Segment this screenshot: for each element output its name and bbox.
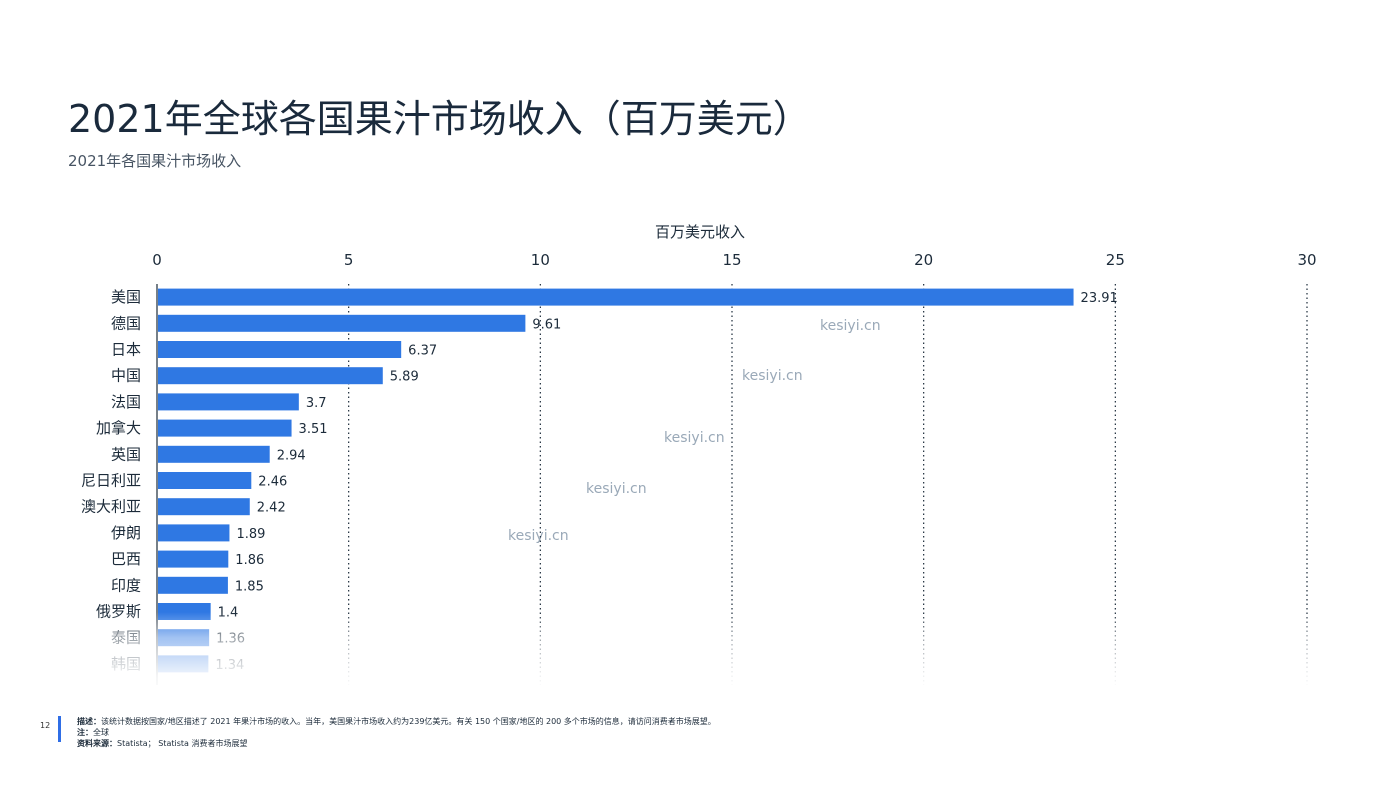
category-label: 法国 <box>111 393 141 411</box>
x-axis-title: 百万美元收入 <box>655 223 745 241</box>
value-label: 2.42 <box>257 501 286 516</box>
value-label: 1.36 <box>216 632 245 647</box>
category-label: 英国 <box>111 445 141 463</box>
category-label: 澳大利亚 <box>81 498 141 516</box>
bar <box>158 629 210 647</box>
bar <box>158 550 229 568</box>
footer-note: 注：全球 <box>77 727 716 738</box>
category-label: 中国 <box>111 367 141 385</box>
value-label: 1.89 <box>236 527 265 542</box>
page-number: 12 <box>40 721 51 730</box>
value-label: 2.94 <box>277 448 306 463</box>
bar <box>158 367 383 385</box>
note-label: 注： <box>77 728 93 737</box>
source-text: Statista； Statista 消费者市场展望 <box>117 739 248 748</box>
x-tick-label: 0 <box>152 251 162 269</box>
bar <box>158 288 1074 306</box>
bar <box>158 603 211 620</box>
value-label: 23.91 <box>1081 291 1118 306</box>
category-label: 尼日利亚 <box>81 472 141 490</box>
bar <box>158 655 209 673</box>
bar <box>158 419 292 437</box>
category-label: 俄罗斯 <box>96 603 141 621</box>
x-tick-label: 5 <box>344 251 354 269</box>
bar <box>158 524 230 542</box>
bar <box>158 314 526 332</box>
category-label: 泰国 <box>111 629 141 647</box>
value-label: 1.34 <box>215 658 244 673</box>
category-label: 日本 <box>111 341 141 359</box>
value-label: 2.46 <box>258 475 287 490</box>
bar <box>158 472 252 489</box>
value-label: 1.86 <box>235 553 264 568</box>
watermark-text: kesiyi.cn <box>586 481 647 497</box>
footer-notes: 描述：该统计数据按国家/地区描述了 2021 年果汁市场的收入。当年，美国果汁市… <box>77 716 716 749</box>
value-label: 9.61 <box>532 317 561 332</box>
x-tick-label: 10 <box>531 251 550 269</box>
source-label: 资料来源： <box>77 739 117 748</box>
value-label: 1.4 <box>218 606 239 621</box>
x-tick-label: 15 <box>722 251 741 269</box>
x-tick-label: 25 <box>1106 251 1125 269</box>
category-label: 韩国 <box>111 655 141 673</box>
watermark-text: kesiyi.cn <box>664 430 725 446</box>
category-label: 印度 <box>111 576 141 594</box>
watermark-layer: kesiyi.cn kesiyi.cn kesiyi.cn kesiyi.cn kesi… <box>508 318 881 544</box>
footer-source: 资料来源：Statista； Statista 消费者市场展望 <box>77 738 716 749</box>
x-tick-label: 30 <box>1297 251 1316 269</box>
description-text: 该统计数据按国家/地区描述了 2021 年果汁市场的收入。当年，美国果汁市场收入… <box>101 717 716 726</box>
description-label: 描述： <box>77 717 101 726</box>
note-text: 全球 <box>93 728 109 737</box>
watermark-text: kesiyi.cn <box>742 368 803 384</box>
category-label: 德国 <box>111 314 141 332</box>
footer-accent-bar <box>58 716 61 742</box>
bar <box>158 498 250 516</box>
bar <box>158 393 299 411</box>
category-label: 巴西 <box>111 550 141 568</box>
bar <box>158 445 270 463</box>
value-label: 3.7 <box>306 396 327 411</box>
bar-chart: kesiyi.cn kesiyi.cn kesiyi.cn kesiyi.cn kesi… <box>81 223 1317 685</box>
bar <box>158 576 228 594</box>
bar <box>158 341 402 358</box>
footer-description: 描述：该统计数据按国家/地区描述了 2021 年果汁市场的收入。当年，美国果汁市… <box>77 716 716 727</box>
watermark-text: kesiyi.cn <box>508 528 569 544</box>
value-label: 3.51 <box>299 422 328 437</box>
page-subtitle: 2021年各国果汁市场收入 <box>68 152 242 170</box>
category-label: 加拿大 <box>96 419 141 437</box>
watermark-text: kesiyi.cn <box>820 318 881 334</box>
value-label: 5.89 <box>390 370 419 385</box>
category-label: 伊朗 <box>111 524 141 542</box>
x-tick-label: 20 <box>914 251 933 269</box>
page-title: 2021年全球各国果汁市场收入（百万美元） <box>68 97 811 141</box>
value-label: 1.85 <box>235 579 264 594</box>
value-label: 6.37 <box>408 344 437 359</box>
category-label: 美国 <box>111 288 141 306</box>
